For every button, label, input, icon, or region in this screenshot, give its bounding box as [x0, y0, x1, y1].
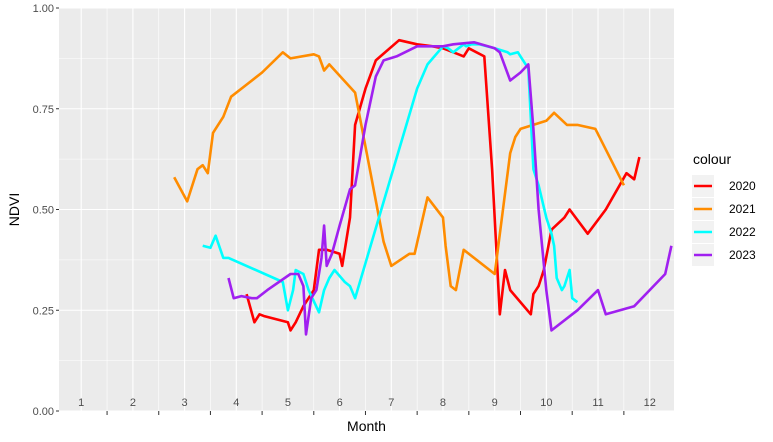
legend-label-2023: 2023 — [729, 248, 756, 262]
series-line-2021 — [173, 50, 626, 292]
x-tick-label: 12 — [644, 397, 656, 409]
x-tick-label: 7 — [388, 397, 394, 409]
x-tick-label: 1 — [78, 397, 84, 409]
legend-items: 2020 2021 2022 2023 — [692, 175, 756, 266]
y-tick-label: 1.00 — [33, 3, 54, 15]
y-tick-label: 0.00 — [33, 406, 54, 418]
x-tick-label: 10 — [540, 397, 552, 409]
x-tick-label: 8 — [440, 397, 446, 409]
y-tick-label: 0.25 — [33, 305, 54, 317]
y-tick-label: 0.75 — [33, 104, 54, 116]
x-tick-label: 11 — [592, 397, 603, 409]
y-axis: 0.00 0.25 0.50 0.75 1.00 — [33, 3, 59, 418]
legend-label-2022: 2022 — [729, 225, 756, 239]
x-tick-label: 4 — [233, 397, 239, 409]
x-axis: 1 2 3 4 5 6 7 8 9 10 11 12 — [78, 397, 656, 415]
y-tick-label: 0.50 — [33, 205, 54, 217]
series-line-2022 — [202, 42, 579, 314]
y-axis-title: NDVI — [6, 193, 22, 226]
x-tick-label: 2 — [130, 397, 136, 409]
x-tick-label: 6 — [337, 397, 343, 409]
x-tick-label: 9 — [492, 397, 498, 409]
series-line-2020 — [245, 38, 641, 332]
legend: colour 2020 2021 2022 2023 — [692, 151, 756, 266]
series-line-2023 — [227, 40, 673, 336]
legend-title: colour — [693, 151, 731, 167]
x-axis-title: Month — [347, 418, 386, 434]
legend-label-2021: 2021 — [729, 202, 756, 216]
x-tick-label: 5 — [285, 397, 291, 409]
major-gridlines — [59, 7, 674, 412]
legend-label-2020: 2020 — [729, 179, 756, 193]
series-lines — [173, 38, 673, 336]
x-tick-label: 3 — [182, 397, 188, 409]
